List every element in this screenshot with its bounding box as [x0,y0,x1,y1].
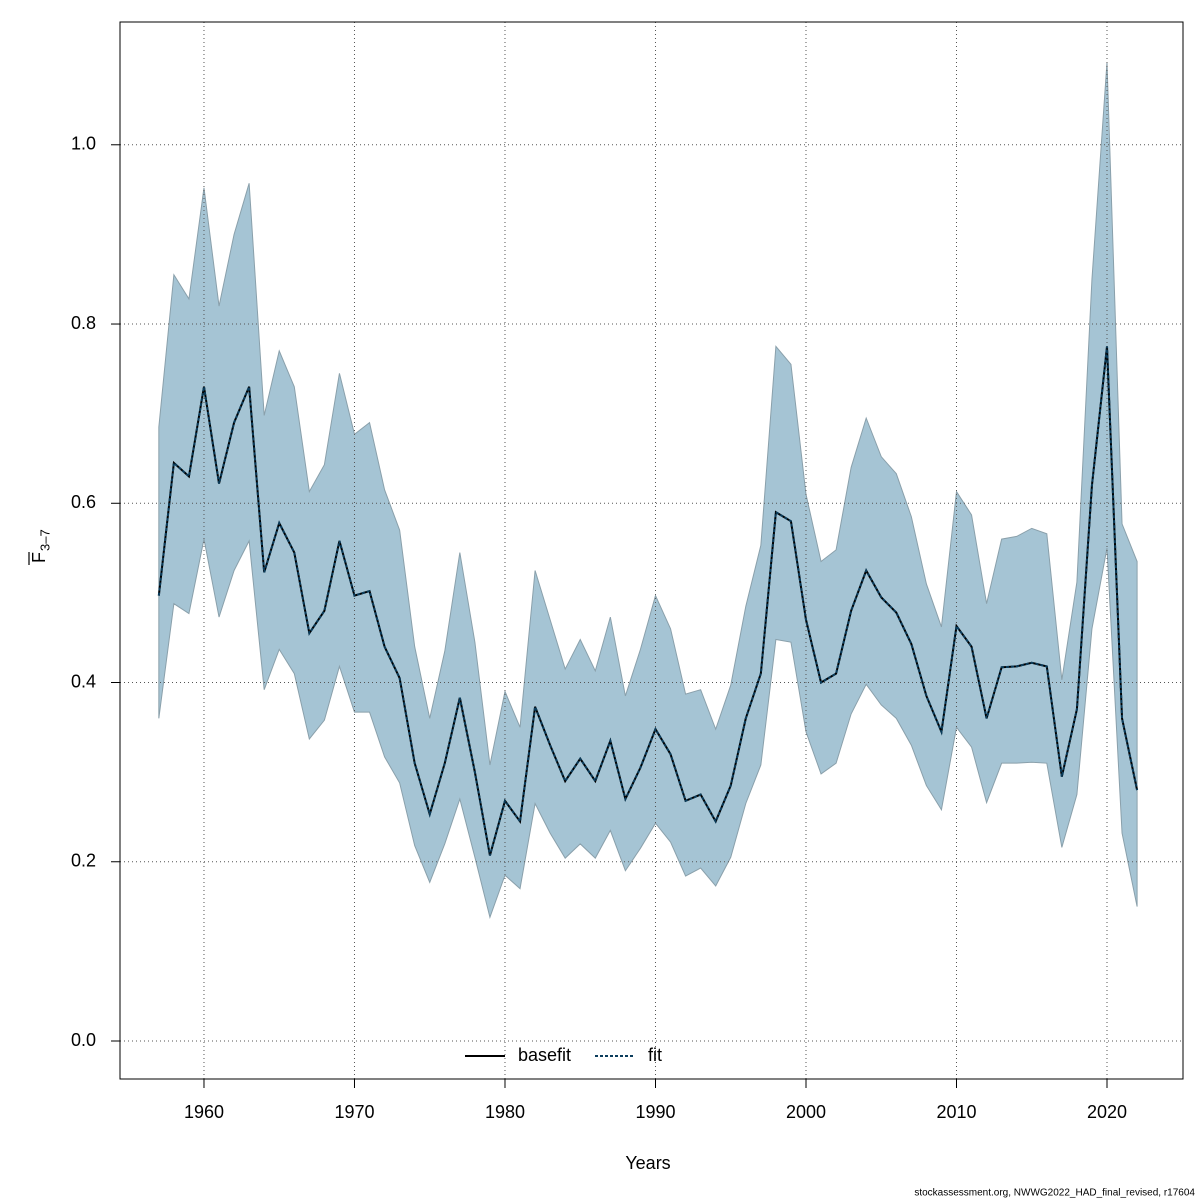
series-line [157,346,1139,856]
y-tick-label: 0.0 [71,1030,96,1050]
x-tick-label: 2010 [936,1102,976,1122]
legend-label: fit [648,1045,662,1065]
x-tick-label: 1990 [635,1102,675,1122]
y-label-sub: 3–7 [37,529,52,551]
legend-label: basefit [518,1045,571,1065]
footnote: stockassessment.org, NWWG2022_HAD_final_… [914,1188,1195,1199]
x-tick-label: 2000 [786,1102,826,1122]
y-label-main: F [29,552,49,563]
y-tick-label: 0.8 [71,313,96,333]
y-tick-label: 0.2 [71,851,96,871]
x-tick-label: 1980 [485,1102,525,1122]
y-tick-label: 0.4 [71,671,96,691]
x-tick-label: 1960 [184,1102,224,1122]
y-axis-label: F 3–7 [28,529,52,565]
x-tick-label: 2020 [1087,1102,1127,1122]
y-tick-label: 1.0 [71,134,96,154]
x-tick-label: 1970 [334,1102,374,1122]
y-tick-label: 0.6 [71,492,96,512]
x-axis-label: Years [625,1153,670,1173]
plot-border [119,21,1184,1080]
